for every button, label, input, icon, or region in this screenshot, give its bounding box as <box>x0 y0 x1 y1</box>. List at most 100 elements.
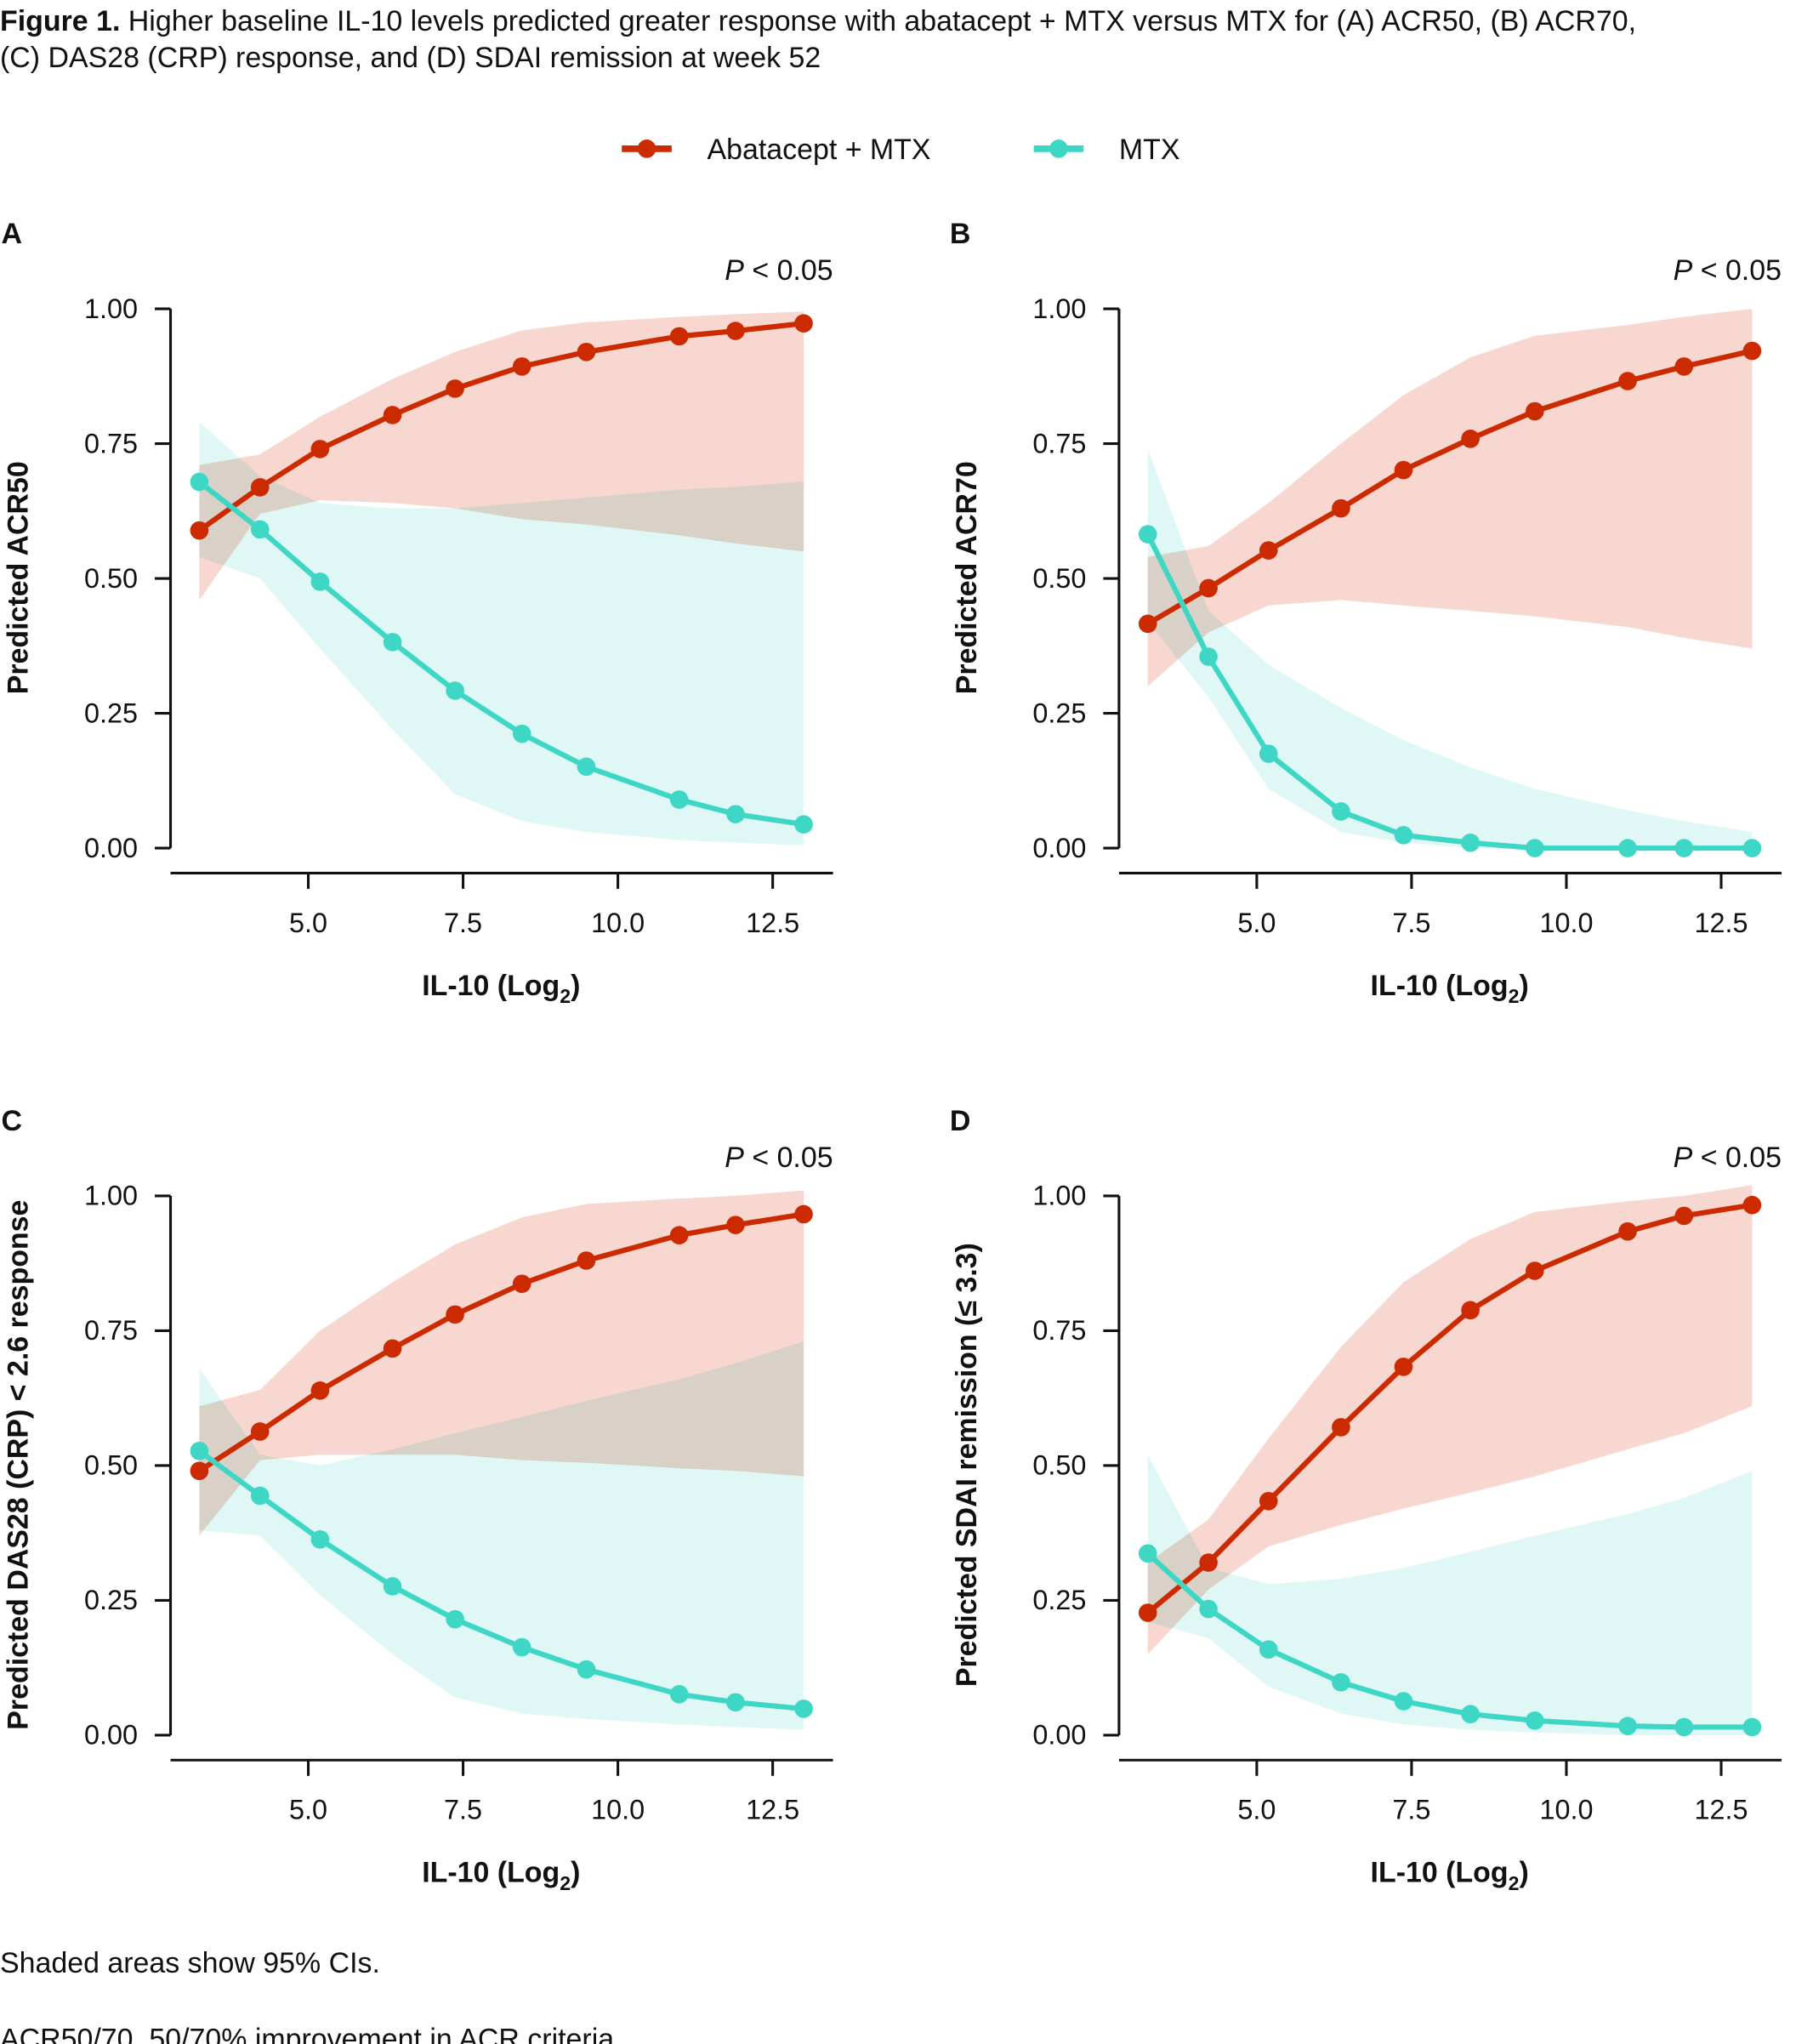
footnote-acr: ACR50/70, 50/70% improvement in ACR crit… <box>0 2024 622 2044</box>
x-tick-label: 5.0 <box>1237 908 1276 938</box>
data-point-abatacept <box>1461 430 1480 448</box>
data-point-mtx <box>446 681 464 700</box>
y-tick-label: 0.50 <box>84 1450 138 1481</box>
legend-label-abatacept: Abatacept + MTX <box>708 134 931 166</box>
panel-a: A P < 0.05 0.00 0.25 0.50 0.75 1.00 5.0 7.5 10.0 1… <box>2 218 833 1007</box>
p-symbol: P <box>1674 254 1693 287</box>
y-axis-label: Predicted ACR70 <box>951 461 983 694</box>
data-point-mtx <box>446 1609 464 1629</box>
data-point-mtx <box>1526 839 1544 857</box>
y-tick-label: 1.00 <box>1032 1181 1086 1211</box>
data-point-abatacept <box>1461 1301 1480 1320</box>
data-point-mtx <box>794 1700 813 1718</box>
data-point-mtx <box>1259 744 1278 763</box>
data-point-mtx <box>1394 1692 1413 1711</box>
data-point-abatacept <box>190 521 209 540</box>
x-tick-label: 12.5 <box>746 1795 799 1825</box>
y-axis-label: Predicted ACR50 <box>2 461 34 694</box>
data-point-mtx <box>726 805 745 823</box>
y-tick-label: 0.50 <box>1032 1450 1086 1481</box>
x-axis-label-subscript: 2 <box>1509 985 1520 1007</box>
data-point-abatacept <box>1618 372 1637 390</box>
x-tick-label: 12.5 <box>1695 1795 1748 1825</box>
y-tick-label: 1.00 <box>84 1181 138 1211</box>
data-point-abatacept <box>310 440 330 458</box>
legend-label-mtx: MTX <box>1119 134 1180 166</box>
series-line-mtx <box>1145 1552 1753 1730</box>
data-point-mtx <box>383 1577 402 1596</box>
footnote-ci: Shaded areas show 95% CIs. <box>0 1947 380 1979</box>
data-point-mtx <box>794 815 813 834</box>
x-axis-label-subscript: 2 <box>1509 1872 1520 1894</box>
p-symbol: P <box>725 1142 744 1174</box>
data-point-abatacept <box>726 322 745 340</box>
data-point-abatacept <box>310 1381 330 1400</box>
data-point-mtx <box>1742 1717 1762 1737</box>
series-line-mtx <box>197 1449 804 1711</box>
x-axis-label-text: IL-10 (Log <box>422 1857 560 1889</box>
series-line-abatacept <box>1145 1202 1753 1615</box>
p-threshold: < 0.05 <box>1692 254 1782 287</box>
y-tick-label: 0.50 <box>84 563 138 594</box>
series-line-abatacept <box>1146 348 1753 626</box>
data-point-abatacept <box>577 342 596 362</box>
x-tick-label: 12.5 <box>1695 908 1748 938</box>
x-tick-label: 10.0 <box>1539 1795 1593 1825</box>
data-point-abatacept <box>1138 614 1157 634</box>
x-axis-label-subscript: 2 <box>560 1872 571 1894</box>
data-point-abatacept <box>446 379 464 398</box>
x-tick-label: 7.5 <box>1392 1795 1430 1825</box>
x-axis-label-text: IL-10 (Log <box>422 970 560 1002</box>
data-point-mtx <box>190 1442 209 1460</box>
data-point-mtx <box>577 1660 596 1679</box>
data-point-abatacept <box>446 1305 464 1324</box>
p-threshold: < 0.05 <box>744 1142 833 1174</box>
data-point-abatacept <box>794 314 813 333</box>
data-point-mtx <box>1674 839 1694 857</box>
y-tick-label: 1.00 <box>84 293 138 324</box>
y-tick-label: 0.75 <box>1032 1315 1086 1346</box>
legend-marker-mtx <box>1049 139 1068 158</box>
y-tick-label: 0.25 <box>1032 697 1086 728</box>
y-axis-label: Predicted DAS28 (CRP) < 2.6 response <box>2 1200 34 1730</box>
y-tick-label: 0.00 <box>84 833 138 863</box>
data-point-abatacept <box>383 406 402 424</box>
panel-d: D P < 0.05 0.00 0.25 0.50 0.75 1.00 5.0 7.5 10.0 1… <box>950 1105 1782 1894</box>
data-point-abatacept <box>512 1274 531 1294</box>
data-point-mtx <box>250 1486 270 1506</box>
x-tick-label: 5.0 <box>289 908 327 938</box>
ci-band-mtx <box>1147 448 1753 849</box>
x-axis-label: IL-10 (Log2) <box>1371 1857 1529 1894</box>
data-point-abatacept <box>1526 1261 1544 1280</box>
x-tick-label: 10.0 <box>1539 908 1593 938</box>
data-point-abatacept <box>512 357 531 376</box>
ci-band-mtx <box>199 422 804 845</box>
x-tick-label: 5.0 <box>1237 1795 1276 1825</box>
data-point-abatacept <box>726 1216 745 1234</box>
data-point-mtx <box>1526 1711 1544 1730</box>
data-point-mtx <box>1674 1717 1694 1737</box>
data-point-abatacept <box>669 1226 689 1244</box>
x-axis-label-end: ) <box>1519 1857 1528 1889</box>
y-tick-label: 0.25 <box>1032 1585 1086 1615</box>
data-point-mtx <box>1138 1544 1157 1563</box>
x-axis-label-end: ) <box>1519 970 1528 1002</box>
figure-title-line2: (C) DAS28 (CRP) response, and (D) SDAI r… <box>0 42 821 74</box>
data-point-abatacept <box>1618 1221 1637 1241</box>
series-line-mtx <box>197 480 804 828</box>
data-point-mtx <box>1394 826 1413 845</box>
p-value-annotation: P < 0.05 <box>725 254 833 287</box>
data-point-mtx <box>577 757 596 777</box>
data-point-mtx <box>669 1684 689 1704</box>
data-point-mtx <box>512 724 531 743</box>
x-axis-label-text: IL-10 (Log <box>1371 970 1509 1002</box>
y-tick-label: 0.00 <box>1032 833 1086 863</box>
data-point-abatacept <box>1199 578 1218 598</box>
x-axis-label-subscript: 2 <box>560 985 571 1007</box>
panel-c: C P < 0.05 0.00 0.25 0.50 0.75 1.00 5.0 7.5 10.0 1… <box>2 1105 833 1894</box>
y-tick-label: 0.25 <box>84 697 138 728</box>
data-point-abatacept <box>190 1461 209 1481</box>
data-point-abatacept <box>1742 1195 1762 1215</box>
ci-band-abatacept <box>1147 309 1753 686</box>
x-tick-label: 7.5 <box>444 908 482 938</box>
